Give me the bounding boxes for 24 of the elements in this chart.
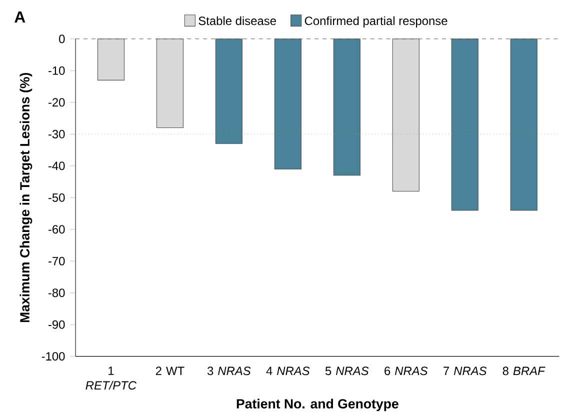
legend-label: Confirmed partial response [304,16,448,28]
x-tick-label: 1 RET/PTC [86,366,137,390]
x-tick-label: 6 NRAS [384,366,428,376]
x-tick-label: 7 NRAS [444,366,487,376]
y-tick-label: -60 [48,225,65,234]
y-tick-label: -40 [48,162,65,170]
y-tick-label: -30 [48,130,65,138]
x-tick-label: 8 BRAF [502,366,546,376]
y-tick-label: 0 [59,34,65,44]
y-tick-label: -80 [48,288,65,298]
x-tick-label: 5 NRAS [325,366,369,376]
y-tick-label: -70 [48,256,65,266]
y-tick-label: -100 [42,352,65,361]
x-tick-label: 4 NRAS [266,366,310,376]
x-axis-title: Patient No. and Genotype [236,398,398,412]
x-tick-label: 3 NRAS [207,366,251,376]
y-tick-label: -10 [48,66,65,76]
y-tick-label: -50 [48,193,65,202]
x-tick-label: 2 WT [156,366,184,376]
y-tick-label: -20 [48,98,65,107]
legend-label: Stable disease [198,16,276,26]
y-tick-label: -90 [48,320,65,329]
y-axis-title: Maximum Change in Target Lesions (%) [20,73,32,322]
chart-title: A [14,12,26,23]
